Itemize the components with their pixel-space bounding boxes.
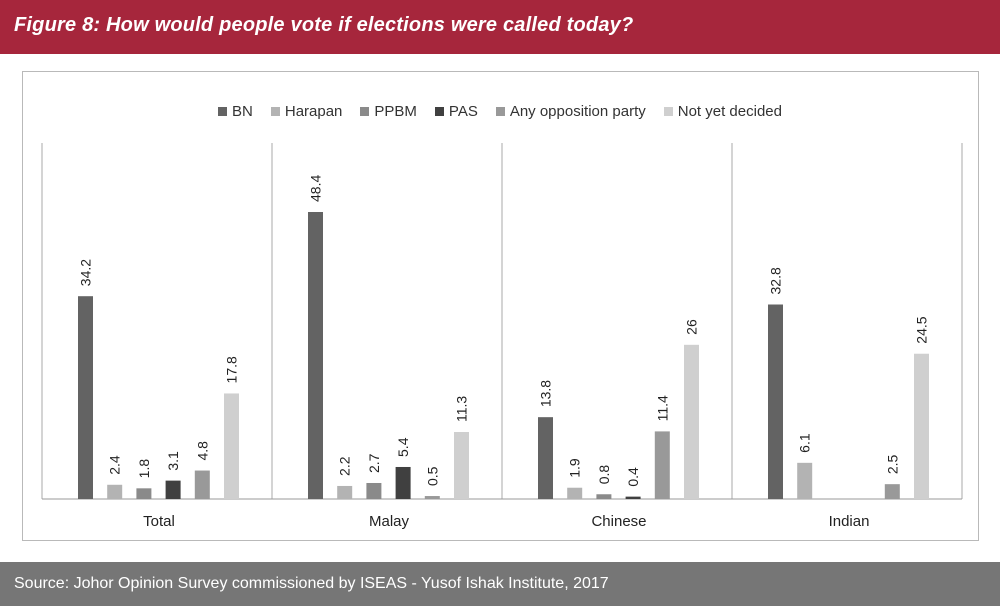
data-label: 2.7 [366, 453, 382, 473]
data-label: 26 [684, 319, 700, 335]
bar-bn [78, 296, 93, 499]
chart-legend: BN Harapan PPBM PAS Any opposition party Not … [0, 101, 1000, 121]
legend-item: Harapan [270, 102, 343, 120]
bar-not-yet-decided [224, 393, 239, 499]
data-label: 1.9 [567, 458, 583, 478]
bar-harapan [797, 462, 813, 499]
legend-swatch [663, 106, 673, 116]
bar-any-opposition-party [654, 431, 670, 499]
data-label: 3.1 [165, 451, 181, 471]
data-label: 0.4 [625, 467, 641, 487]
legend-swatch [270, 106, 280, 116]
legend-label: PAS [448, 102, 478, 120]
data-label: 34.2 [78, 259, 94, 286]
bar-bn [538, 417, 553, 499]
bar-pas [625, 496, 641, 499]
bar-harapan [337, 485, 353, 499]
legend-label: Not yet decided [677, 102, 782, 120]
data-label: 2.2 [337, 456, 353, 476]
bar-not-yet-decided [914, 353, 929, 499]
data-label: 4.8 [194, 441, 210, 461]
data-label: 11.3 [454, 396, 470, 422]
data-label: 32.8 [768, 267, 784, 294]
chart-frame [22, 71, 979, 541]
bar-any-opposition-party [194, 470, 210, 499]
data-label: 2.4 [107, 455, 123, 475]
data-label: 2.5 [884, 454, 900, 474]
legend-swatch [434, 106, 444, 116]
bar-harapan [567, 487, 583, 499]
data-label: 17.8 [224, 356, 240, 383]
legend-label: Harapan [284, 102, 343, 120]
bar-not-yet-decided [684, 344, 699, 499]
bar-bn [308, 212, 323, 499]
data-label: 6.1 [797, 433, 813, 453]
legend-label: BN [232, 102, 253, 120]
bar-harapan [107, 484, 123, 499]
bar-ppbm [136, 488, 152, 499]
legend-swatch [218, 106, 228, 116]
data-label: 13.8 [538, 380, 554, 407]
data-label: 1.8 [136, 459, 152, 479]
bar-ppbm [366, 482, 382, 499]
data-label: 0.5 [424, 466, 440, 486]
legend-item: PPBM [360, 103, 417, 120]
data-label: 5.4 [395, 437, 411, 457]
bar-not-yet-decided [454, 431, 469, 499]
data-label: 0.8 [596, 465, 612, 485]
legend-swatch [495, 106, 505, 116]
legend-item: Any opposition party [495, 102, 646, 120]
legend-label: PPBM [374, 102, 417, 120]
legend-item: BN [218, 103, 253, 120]
title-bar: Figure 8: How would people vote if elect… [0, 0, 1000, 54]
bar-ppbm [596, 494, 612, 499]
x-tick-label: Indian [829, 513, 870, 530]
data-label: 24.5 [914, 316, 930, 343]
x-tick-label: Total [143, 513, 175, 530]
bar-any-opposition-party [884, 484, 900, 499]
bar-pas [165, 480, 181, 499]
data-label: 48.4 [308, 175, 324, 202]
legend-swatch [360, 106, 370, 116]
legend-item: PAS [434, 102, 478, 120]
data-label: 11.4 [654, 395, 670, 421]
bar-bn [768, 304, 783, 499]
figure-title: Figure 8: How would people vote if elect… [14, 14, 634, 36]
legend-label: Any opposition party [509, 102, 646, 120]
bar-any-opposition-party [424, 496, 440, 499]
legend-item: Not yet decided [663, 102, 782, 120]
x-tick-label: Malay [369, 513, 410, 530]
bar-pas [395, 466, 411, 499]
x-tick-label: Chinese [591, 513, 646, 530]
source-bar: Source: Johor Opinion Survey commissione… [0, 562, 1000, 606]
source-note: Source: Johor Opinion Survey commissione… [14, 575, 609, 592]
